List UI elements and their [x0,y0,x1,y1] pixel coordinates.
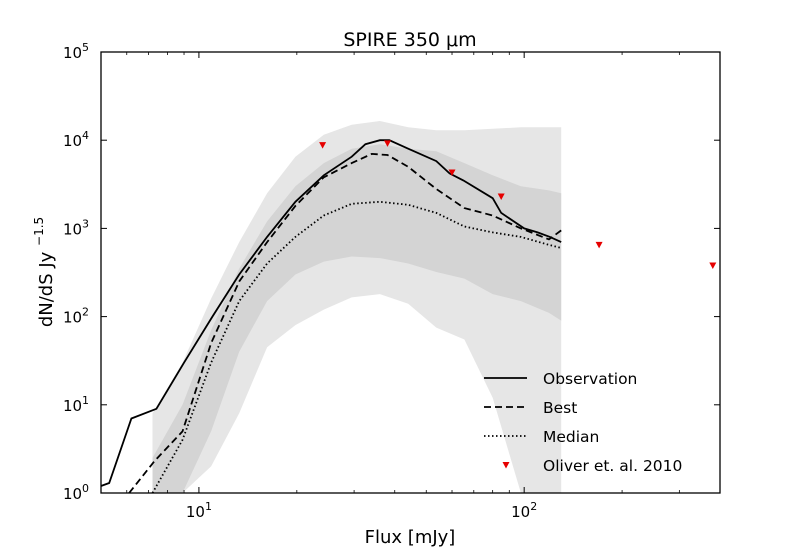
y-tick-label: 100 [63,482,89,503]
oliver-data-point [448,169,456,176]
legend-label-best: Best [543,399,577,417]
y-tick-label: 105 [63,41,89,62]
chart-title: SPIRE 350 μm [343,29,476,51]
legend-label-median: Median [543,428,599,446]
x-tick-label: 101 [186,500,212,521]
y-tick-label: 103 [63,217,89,238]
oliver-data-point [497,193,505,200]
legend-label-oliver-et-al-2010: Oliver et. al. 2010 [543,457,682,475]
oliver-data-point [384,140,391,147]
ticks: 101 102 100 101 102 103 104 105 [63,41,721,521]
plot-frame [100,51,721,494]
oliver-data-point [709,262,717,269]
series-lines [101,139,562,493]
y-axis-label-exponent: −1.5 [32,217,46,246]
bands [152,121,562,493]
legend: Observation Best Median Oliver et. al. 2010 [484,370,682,475]
legend-marker-oliver-et-al-2010 [502,462,510,469]
y-tick-label: 102 [63,306,89,327]
series-best-line [128,152,562,493]
band-inner [152,144,562,493]
x-tick-label: 102 [511,500,537,521]
x-axis-label: Flux [mJy] [365,527,456,548]
series-markers [319,140,717,269]
series-median-line [151,200,562,493]
oliver-data-point [319,142,327,149]
legend-label-observation: Observation [543,370,637,388]
y-axis-label-main: dN/dS Jy [36,246,57,327]
y-tick-label: 101 [63,394,89,415]
y-axis-label: dN/dS Jy −1.5 [32,217,57,327]
series-observation-line [101,139,562,487]
y-tick-label: 104 [63,129,89,150]
oliver-data-point [595,241,603,249]
